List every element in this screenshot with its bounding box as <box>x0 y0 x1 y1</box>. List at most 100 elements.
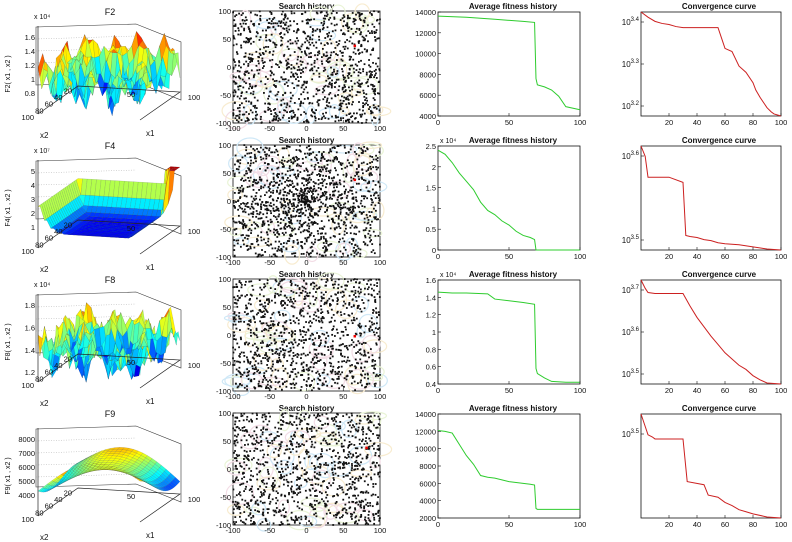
search-point <box>238 117 241 120</box>
surface-z-tick: 1 <box>31 75 35 84</box>
search-point <box>274 111 277 114</box>
search-point <box>317 104 320 107</box>
search-point <box>361 82 363 85</box>
search-point <box>357 120 360 123</box>
search-point <box>288 28 291 31</box>
search-point <box>284 231 287 234</box>
search-point <box>342 32 345 35</box>
search-point <box>370 251 373 253</box>
search-point <box>234 90 237 93</box>
search-point <box>323 178 326 181</box>
search-point <box>360 45 363 47</box>
search-point <box>283 186 286 189</box>
avg-x-tick: 0 <box>436 252 440 261</box>
search-point <box>262 213 265 216</box>
search-point <box>268 95 270 98</box>
search-point <box>269 10 272 13</box>
search-point <box>310 196 313 199</box>
search-point <box>241 190 244 193</box>
search-point <box>261 201 264 204</box>
search-point <box>302 91 305 94</box>
search-point <box>339 144 342 147</box>
search-point <box>310 221 313 224</box>
search-point <box>343 377 346 380</box>
search-point <box>268 102 270 105</box>
search-point <box>244 22 247 25</box>
search-point <box>272 311 275 314</box>
search-point <box>350 382 353 385</box>
search-point <box>363 205 366 208</box>
search-point <box>278 385 281 388</box>
search-point <box>260 316 263 319</box>
avg-y-tick: 14000 <box>415 8 436 17</box>
search-point <box>254 342 256 345</box>
search-point <box>267 387 270 389</box>
search-point <box>289 42 292 45</box>
search-point <box>320 201 323 204</box>
search-point <box>343 233 346 236</box>
search-point <box>343 345 346 348</box>
search-point <box>247 167 250 170</box>
search-point <box>341 162 344 165</box>
search-point <box>277 233 280 235</box>
search-point <box>306 91 309 94</box>
search-point <box>249 207 252 210</box>
search-point <box>261 67 264 69</box>
search-point <box>276 230 279 233</box>
search-point <box>302 30 305 33</box>
search-point <box>365 186 368 189</box>
search-point <box>272 185 275 187</box>
search-point <box>248 27 250 30</box>
search-point <box>237 29 240 32</box>
search-point <box>316 101 319 103</box>
search-point <box>345 307 348 309</box>
search-point <box>247 229 250 232</box>
search-point <box>274 216 277 218</box>
search-point <box>265 87 268 90</box>
search-point <box>367 279 370 282</box>
search-point <box>325 198 327 201</box>
search-point <box>235 114 238 117</box>
search-point <box>363 92 365 94</box>
search-point <box>253 378 256 380</box>
search-point <box>249 85 252 88</box>
search-point <box>270 342 273 345</box>
search-point <box>288 199 291 201</box>
search-point <box>332 347 334 350</box>
surface-x-tick: 50 <box>127 224 135 233</box>
search-point <box>232 346 234 349</box>
search-point <box>362 70 365 73</box>
search-point <box>314 119 317 122</box>
search-point <box>271 198 274 201</box>
search-point <box>263 61 266 64</box>
search-point <box>370 30 373 33</box>
search-point <box>250 232 252 234</box>
search-point <box>319 379 322 382</box>
search-point <box>241 294 243 297</box>
search-point <box>368 59 370 61</box>
search-point <box>310 63 313 66</box>
search-point <box>343 385 345 388</box>
search-point <box>345 119 348 122</box>
search-point <box>292 193 295 196</box>
search-point <box>252 105 255 108</box>
search-point <box>301 369 304 372</box>
search-point <box>295 362 298 365</box>
search-point <box>302 67 305 70</box>
search-point <box>272 73 275 76</box>
search-point <box>245 71 248 73</box>
search-point <box>262 335 265 338</box>
search-point <box>375 154 377 157</box>
surface-x-label: x1 <box>146 129 155 138</box>
search-point <box>258 279 261 282</box>
search-point <box>320 188 322 191</box>
search-point <box>343 240 346 243</box>
search-point <box>327 85 330 88</box>
search-point <box>355 233 357 236</box>
search-point <box>354 174 357 177</box>
search-point <box>377 92 379 95</box>
search-point <box>267 228 270 231</box>
search-contour <box>239 9 252 30</box>
search-point <box>318 38 321 41</box>
search-point <box>334 189 337 192</box>
